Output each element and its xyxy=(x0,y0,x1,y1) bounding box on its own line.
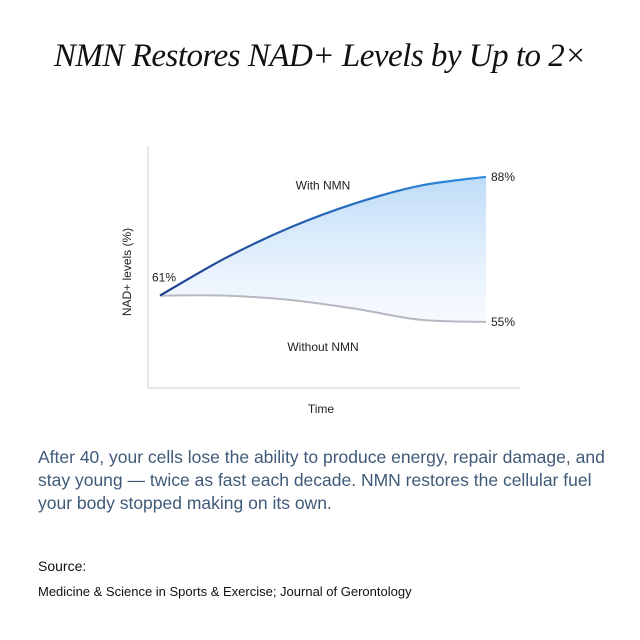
series-label-with-nmn: With NMN xyxy=(296,178,351,192)
series-label-without-nmn: Without NMN xyxy=(287,340,358,354)
data-label-start: 61% xyxy=(152,271,176,285)
chart-title: NMN Restores NAD+ Levels by Up to 2× xyxy=(53,38,587,74)
data-label-end-with-nmn: 88% xyxy=(491,170,515,184)
description-text: After 40, your cells lose the ability to… xyxy=(38,447,605,513)
nad-levels-chart: With NMN Without NMN 61% 88% 55% Time NA… xyxy=(120,146,520,416)
y-axis-label: NAD+ levels (%) xyxy=(120,228,134,316)
source-label: Source: xyxy=(38,558,87,574)
gap-area-fill xyxy=(160,176,486,322)
source-citation: Medicine & Science in Sports & Exercise;… xyxy=(38,584,412,599)
x-axis-label: Time xyxy=(308,402,335,416)
series-line-with-nmn xyxy=(159,175,487,297)
series-line-without-nmn xyxy=(159,294,487,323)
data-label-end-without-nmn: 55% xyxy=(491,315,515,329)
